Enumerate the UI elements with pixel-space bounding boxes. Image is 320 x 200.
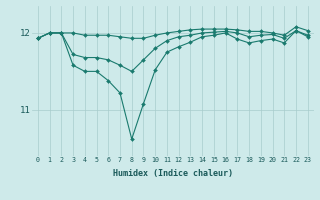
X-axis label: Humidex (Indice chaleur): Humidex (Indice chaleur): [113, 169, 233, 178]
